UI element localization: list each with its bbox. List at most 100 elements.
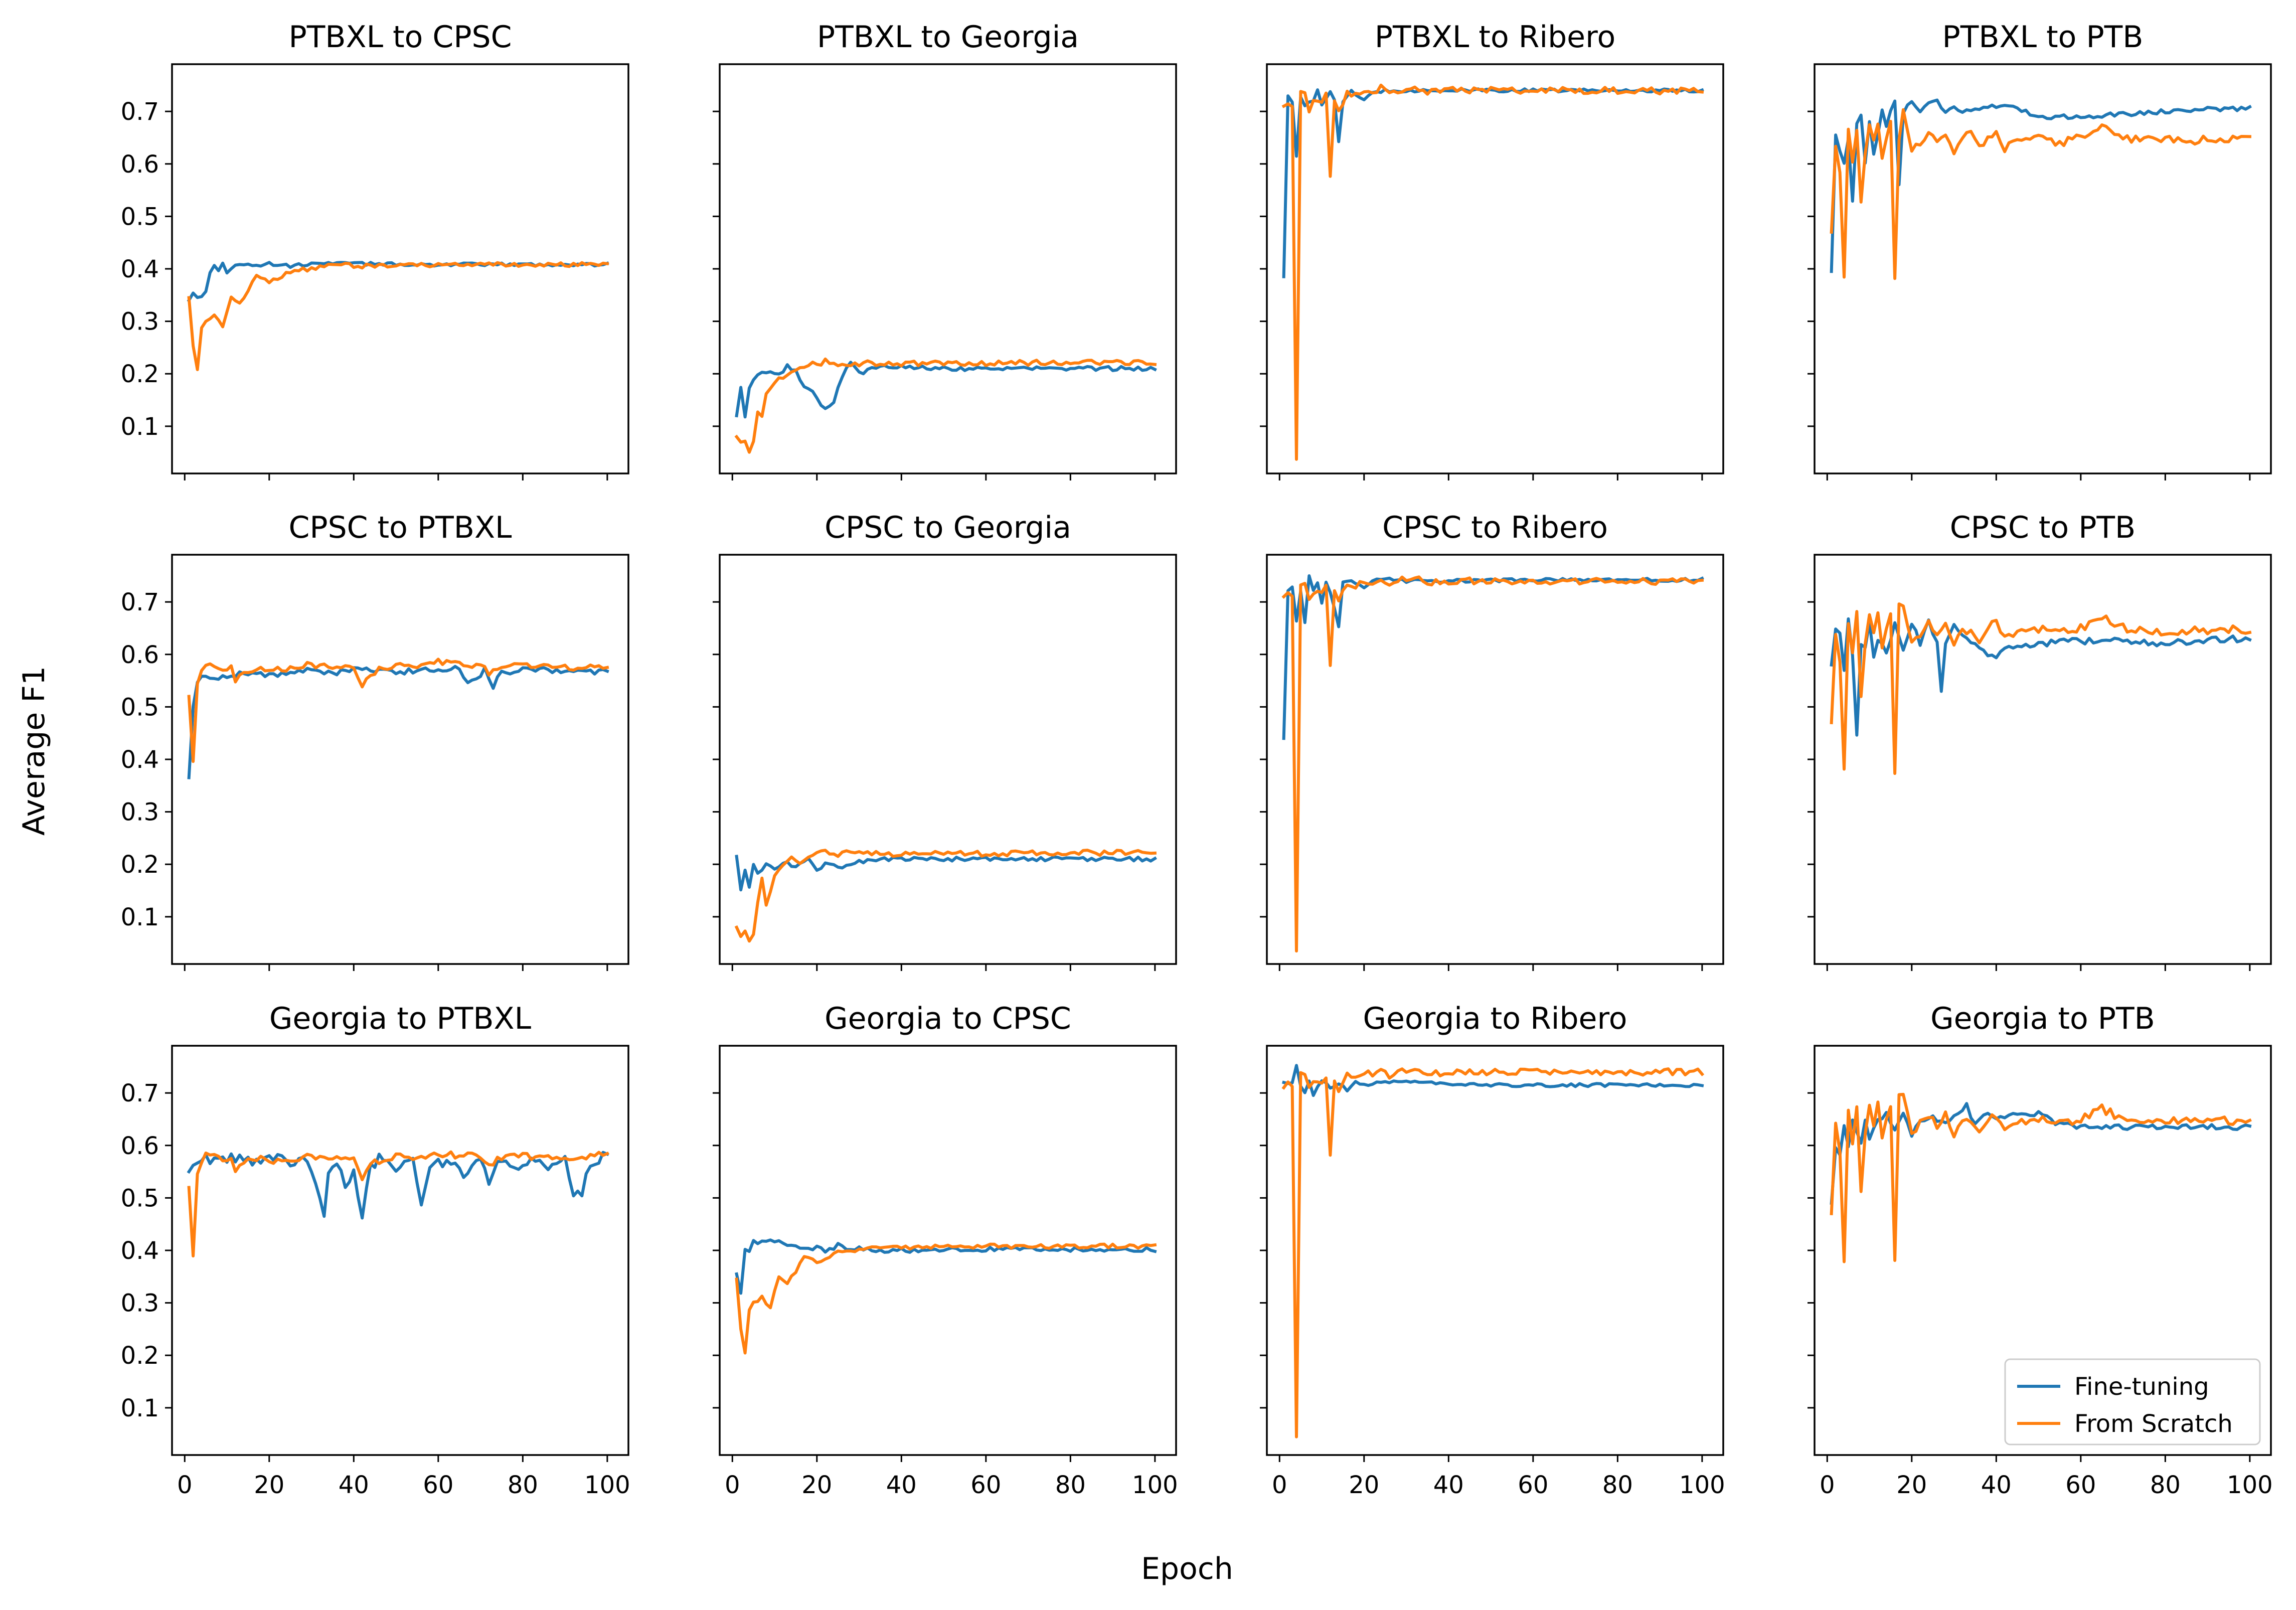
x-tick-label: 80 [508, 1471, 538, 1499]
subplot: Georgia to PTB 0 20 40 60 80 100 [1808, 1001, 2273, 1499]
y-tick-label: 0.3 [121, 798, 159, 827]
x-tick-label: 60 [2065, 1471, 2096, 1499]
y-tick-label: 0.2 [121, 360, 159, 388]
x-tick-label: 20 [1896, 1471, 1927, 1499]
subplot-title: Georgia to CPSC [825, 1001, 1071, 1036]
y-tick-label: 0.5 [121, 693, 159, 721]
plot-frame [171, 1045, 629, 1456]
plot-frame [719, 63, 1177, 474]
subplot: PTBXL to CPSC 0.1 0.2 0.3 0.4 0.5 0.6 0.7 [121, 20, 629, 480]
legend: Fine-tuning From Scratch [2004, 1358, 2261, 1445]
subplot-title: CPSC to PTBXL [289, 510, 513, 545]
x-tick-label: 20 [801, 1471, 832, 1499]
plot-frame [1266, 63, 1724, 474]
series-line-from-scratch [1830, 602, 2252, 775]
series-line-from-scratch [734, 849, 1157, 943]
series-line-from-scratch [1281, 1067, 1705, 1438]
x-tick-label: 20 [1349, 1471, 1379, 1499]
y-tick-label: 0.2 [121, 1342, 159, 1370]
y-axis-label: Average F1 [17, 666, 52, 836]
subplot-title: PTBXL to Georgia [817, 20, 1079, 55]
plot-frame [1266, 554, 1724, 965]
series-line-from-scratch [187, 658, 609, 763]
y-tick-label: 0.5 [121, 1184, 159, 1212]
series-line-fine-tuning [187, 665, 609, 779]
subplot: CPSC to Ribero [1260, 510, 1724, 971]
subplot: PTBXL to PTB [1808, 20, 2272, 480]
x-tick-label: 100 [2227, 1471, 2273, 1499]
x-tick-label: 40 [1981, 1471, 2012, 1499]
subplot-title: PTBXL to Ribero [1375, 20, 1615, 55]
x-tick-label: 0 [1272, 1471, 1287, 1499]
plot-frame [719, 554, 1177, 965]
y-tick-label: 0.2 [121, 851, 159, 879]
y-tick-label: 0.7 [121, 98, 159, 126]
series-line-fine-tuning [187, 1151, 609, 1220]
series-line-from-scratch [187, 261, 609, 371]
series-line-fine-tuning [735, 1238, 1157, 1295]
subplot: Georgia to CPSC 0 20 40 60 80 100 [713, 1001, 1178, 1499]
subplot: CPSC to PTBXL 0.1 0.2 0.3 0.4 0.5 0.6 0.7 [121, 510, 629, 971]
x-tick-label: 80 [2150, 1471, 2181, 1499]
plot-frame [1814, 554, 2272, 965]
y-tick-label: 0.6 [121, 641, 159, 669]
y-tick-label: 0.6 [121, 150, 159, 179]
y-tick-label: 0.7 [121, 1079, 159, 1107]
subplot-title: PTBXL to PTB [1942, 20, 2144, 55]
legend-label-from-scratch: From Scratch [2074, 1410, 2233, 1438]
subplot-title: Georgia to PTBXL [269, 1001, 532, 1036]
x-tick-label: 80 [1602, 1471, 1633, 1499]
subplot-title: CPSC to Ribero [1382, 510, 1608, 545]
subplot-title: CPSC to PTB [1950, 510, 2136, 545]
y-tick-label: 0.3 [121, 308, 159, 336]
y-tick-label: 0.4 [121, 1237, 159, 1265]
legend-label-fine-tuning: Fine-tuning [2074, 1373, 2209, 1401]
subplot-title: CPSC to Georgia [825, 510, 1071, 545]
y-tick-label: 0.4 [121, 746, 159, 774]
series-line-fine-tuning [1830, 1102, 2252, 1205]
subplot-title: Georgia to Ribero [1363, 1001, 1627, 1036]
subplot: Georgia to PTBXL 0.1 0.2 0.3 0.4 0.5 0.6 0.7 0 20… [121, 1001, 630, 1499]
x-tick-label: 80 [1055, 1471, 1086, 1499]
plot-frame [1266, 1045, 1724, 1456]
subplot-title: PTBXL to CPSC [289, 20, 512, 55]
y-tick-label: 0.3 [121, 1290, 159, 1318]
x-tick-label: 40 [339, 1471, 369, 1499]
series-line-from-scratch [187, 1150, 609, 1258]
x-tick-label: 20 [254, 1471, 284, 1499]
x-tick-label: 100 [1679, 1471, 1725, 1499]
plot-frame [171, 63, 629, 474]
plot-frame [1814, 63, 2272, 474]
subplot: Georgia to Ribero 0 20 40 60 80 100 [1260, 1001, 1725, 1499]
subplot: CPSC to PTB [1808, 510, 2272, 971]
y-tick-label: 0.1 [121, 413, 159, 441]
x-tick-label: 60 [1518, 1471, 1548, 1499]
x-tick-label: 60 [970, 1471, 1001, 1499]
plot-frame [1814, 1045, 2272, 1456]
series-line-from-scratch [735, 1242, 1157, 1355]
series-line-fine-tuning [1830, 98, 2252, 273]
plot-frame [719, 1045, 1177, 1456]
x-tick-label: 100 [1132, 1471, 1178, 1499]
series-line-from-scratch [1830, 1092, 2252, 1263]
subplot-grid: PTBXL to CPSC 0.1 0.2 0.3 0.4 0.5 0.6 0.7 PTBXL … [121, 20, 2273, 1499]
subplot: CPSC to Georgia [713, 510, 1177, 971]
subplot-title: Georgia to PTB [1930, 1001, 2155, 1036]
x-tick-label: 0 [725, 1471, 740, 1499]
series-line-fine-tuning [735, 361, 1157, 419]
x-tick-label: 0 [177, 1471, 193, 1499]
x-tick-label: 60 [423, 1471, 453, 1499]
legend-box [2004, 1358, 2261, 1445]
x-tick-label: 40 [1433, 1471, 1464, 1499]
x-tick-label: 100 [584, 1471, 630, 1499]
y-tick-label: 0.1 [121, 903, 159, 931]
series-line-fine-tuning [1830, 617, 2252, 737]
x-tick-label: 0 [1820, 1471, 1835, 1499]
x-tick-label: 40 [886, 1471, 917, 1499]
x-axis-label: Epoch [1141, 1551, 1233, 1586]
y-tick-label: 0.6 [121, 1132, 159, 1160]
plot-frame [171, 554, 629, 965]
y-tick-label: 0.4 [121, 255, 159, 283]
